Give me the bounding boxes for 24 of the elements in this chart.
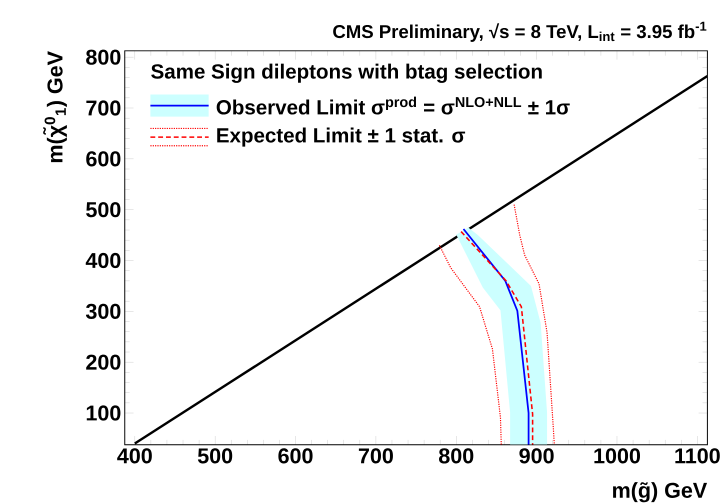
x-tick-label: 900 xyxy=(519,448,554,464)
line-series xyxy=(514,204,555,445)
legend-label: Observed Limit σ$^{prod}$ = σ$^{NLO+NLL}$ ± 1σ xyxy=(216,96,570,114)
chart-title: CMS Preliminary, √s = 8 TeV, L$_{int}$ = 3.95 fb$^{-1}$ xyxy=(333,21,706,42)
y-axis-title: m(χ̃$^{0}$$_{1}$) GeV xyxy=(43,50,67,162)
x-tick-label: 500 xyxy=(198,448,232,464)
y-tick-label: 700 xyxy=(86,100,120,116)
x-tick-label: 400 xyxy=(117,448,152,464)
x-axis-title: m(g̃) GeV xyxy=(613,482,708,502)
y-tick-label: 600 xyxy=(86,151,120,166)
legend-title: Same Sign dileptons with btag selection xyxy=(151,63,542,83)
y-tick-label: 300 xyxy=(86,304,120,319)
legend-label: Expected Limit ± 1 stat. σ xyxy=(217,127,466,146)
x-tick-label: 800 xyxy=(439,448,474,464)
x-tick-label: 700 xyxy=(358,448,393,464)
y-tick-label: 500 xyxy=(86,202,120,218)
y-tick-label: 800 xyxy=(86,49,120,65)
y-tick-label: 400 xyxy=(86,252,120,268)
line-series xyxy=(438,244,502,445)
x-tick-label: 1100 xyxy=(675,448,720,464)
y-tick-label: 100 xyxy=(86,405,120,420)
y-tick-label: 200 xyxy=(86,354,120,370)
x-tick-label: 1000 xyxy=(594,448,640,464)
x-tick-label: 600 xyxy=(278,448,313,464)
